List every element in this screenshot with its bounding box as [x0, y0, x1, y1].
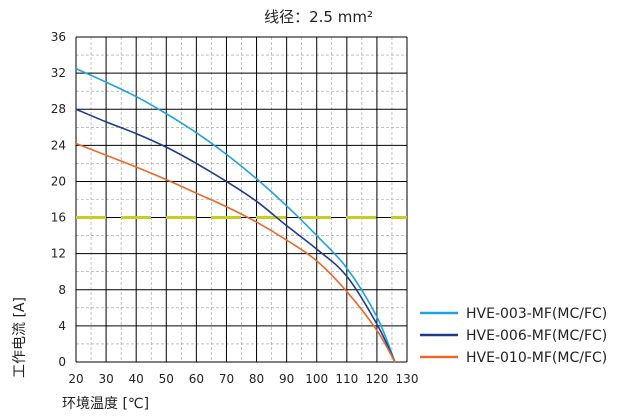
y-tick-labels: 0 4 8 12 16 20 24 28 32 36: [51, 30, 66, 369]
series-line-2: [75, 108, 396, 363]
x-tick-label: 110: [335, 372, 358, 386]
minor-gridlines: [76, 37, 407, 362]
y-tick-label: 16: [51, 211, 66, 225]
x-tick-label: 80: [249, 372, 264, 386]
x-tick-label: 120: [365, 372, 388, 386]
y-tick-label: 4: [58, 319, 66, 333]
x-tick-label: 40: [129, 372, 144, 386]
series-line-3: [75, 142, 396, 363]
y-tick-label: 20: [51, 174, 66, 188]
chart-title: 线径：2.5 mm²: [264, 8, 373, 26]
legend: HVE-003-MF(MC/FC) HVE-006-MF(MC/FC) HVE-01…: [420, 306, 607, 366]
x-tick-label: 30: [98, 372, 113, 386]
y-tick-label: 8: [58, 283, 66, 297]
y-axis-title: 工作电流 [A]: [12, 297, 28, 378]
x-tick-label: 70: [219, 372, 234, 386]
series-lines: [75, 67, 396, 363]
legend-label-2: HVE-006-MF(MC/FC): [466, 328, 607, 344]
y-tick-label: 24: [51, 138, 66, 152]
x-tick-label: 90: [279, 372, 294, 386]
y-tick-label: 28: [51, 102, 66, 116]
y-tick-label: 36: [51, 30, 66, 44]
x-tick-label: 60: [189, 372, 204, 386]
legend-label-1: HVE-003-MF(MC/FC): [466, 306, 607, 322]
major-gridlines: [75, 36, 408, 363]
x-tick-label: 100: [305, 372, 328, 386]
x-axis-title: 环境温度 [℃]: [62, 396, 149, 412]
y-tick-label: 12: [51, 247, 66, 261]
legend-label-3: HVE-010-MF(MC/FC): [466, 350, 607, 366]
series-line-1: [75, 67, 396, 363]
x-tick-label: 50: [159, 372, 174, 386]
x-tick-label: 130: [396, 372, 419, 386]
y-tick-label: 32: [51, 66, 66, 80]
x-tick-labels: 20 30 40 50 60 70 80 90 100 110 120 130: [68, 372, 418, 386]
y-tick-label: 0: [58, 355, 66, 369]
x-tick-label: 20: [68, 372, 83, 386]
